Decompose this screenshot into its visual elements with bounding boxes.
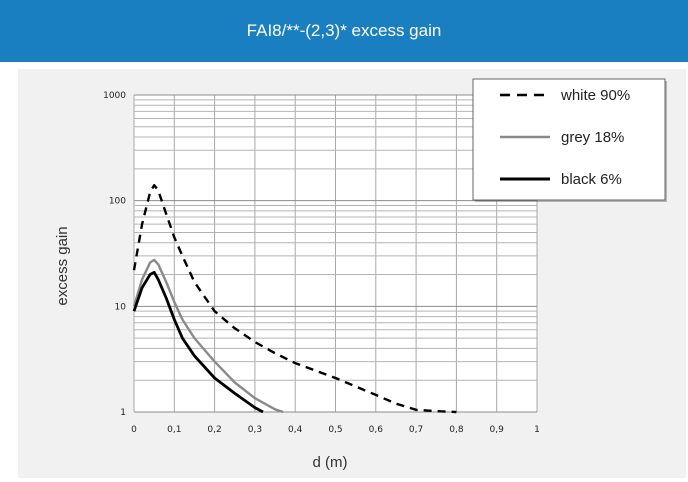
x-tick-label: 0,8 [449, 425, 464, 435]
grid-lines [133, 94, 538, 413]
x-tick-label: 0,6 [369, 425, 384, 435]
y-tick-label: 10 [115, 302, 127, 312]
y-tick-labels: 1 10 100 1000 [103, 91, 126, 418]
x-tick-label: 0,3 [248, 425, 262, 435]
chart-header: FAI8/**-(2,3)* excess gain [0, 0, 688, 62]
x-tick-label: 0,1 [167, 425, 181, 435]
series-line [132, 184, 457, 414]
x-tick-label: 0,7 [409, 425, 423, 435]
x-tick-label: 1 [534, 425, 540, 435]
series-line [132, 270, 264, 414]
chart-title: FAI8/**-(2,3)* excess gain [246, 21, 442, 40]
x-tick-label: 0 [131, 425, 137, 435]
x-axis-label: d (m) [313, 454, 348, 471]
legend: white 90% grey 18% black 6% [472, 78, 667, 202]
x-tick-label: 0,2 [207, 425, 221, 435]
y-axis-label: excess gain [54, 226, 71, 305]
legend-label: black 6% [561, 171, 622, 188]
series-line [132, 258, 284, 414]
series-lines [132, 184, 457, 414]
y-tick-label: 1000 [103, 91, 126, 101]
x-tick-labels: 0 0,1 0,2 0,3 0,4 0,5 0,6 0,7 0,8 0,9 1 [131, 425, 540, 435]
x-tick-label: 0,5 [328, 425, 342, 435]
y-tick-label: 1 [120, 408, 126, 418]
y-tick-label: 100 [109, 197, 126, 207]
legend-label: grey 18% [561, 129, 624, 146]
x-tick-label: 0,9 [490, 425, 505, 435]
x-tick-label: 0,4 [288, 425, 303, 435]
legend-label: white 90% [560, 87, 630, 104]
